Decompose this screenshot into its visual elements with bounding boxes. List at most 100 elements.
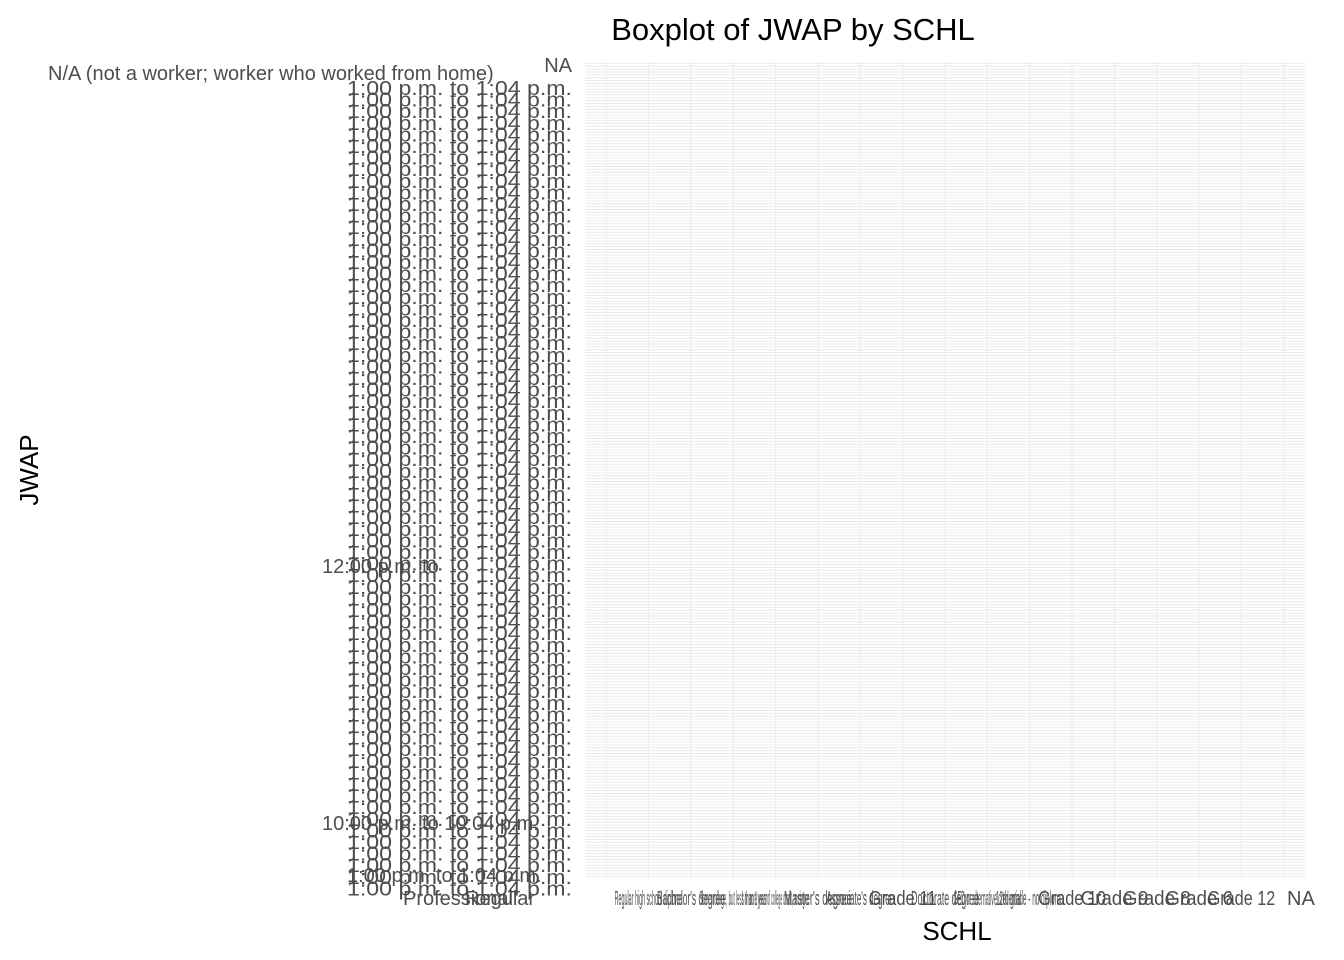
y-tick-label: 1:00 p.m. to 1:04 p.m. [347,739,572,761]
y-tick-label: NA [544,55,572,77]
y-tick-label: 1:00 p.m. to 1:04 p.m. [347,113,572,135]
y-tick-label: 1:00 p.m. to 1:04 p.m. [347,855,572,877]
y-tick-label: 1:00 p.m. to 1:04 p.m. [347,171,572,193]
y-tick-label: 1:00 p.m. to 1:04 p.m. [347,670,572,692]
x-tick-label: Bachelor's degree [657,888,725,910]
y-tick-labels: NA N/A (not a worker; worker who worked f… [48,55,573,900]
y-tick-label: 1:00 p.m. to 1:04 p.m. [347,101,572,123]
x-tick-label: Some college, but less than 1 year [699,888,767,910]
y-tick-label: 1:00 p.m. to 1:04 p.m. [347,751,572,773]
y-tick-label: 1:00 p.m. to 1:04 p.m. [347,774,572,796]
y-tick-label: 1:00 p.m. to 1:04 p.m. [347,252,572,274]
y-tick-label: 1:00 p.m. to 1:04 p.m. [347,646,572,668]
y-tick-label: 1:00 p.m. to 1:04 p.m. [347,484,572,506]
x-tick-label: GED or alternative credential [953,888,1021,910]
y-tick-label: 1:00 p.m. to 1:04 p.m. [347,704,572,726]
x-tick-label: Grade 6 [1165,888,1233,910]
x-tick-label: Grade 10 [1038,888,1106,910]
y-tick-label: 1:00 p.m. to 1:04 p.m. [347,472,572,494]
y-tick-label: 1:00 p.m. to 1:04 p.m. [347,298,572,320]
y-tick-label: 1:00 p.m. to 1:04 p.m. [347,600,572,622]
y-tick-label: 1:00 p.m. to 1:04 p.m. [347,438,572,460]
y-tick-label: 1:00 p.m. to 1:04 p.m. [347,867,572,889]
y-tick-label: 1:00 p.m. to 1:04 p.m. [347,809,572,831]
y-tick-label: 1:00 p.m. to 1:04 p.m. [347,391,572,413]
y-tick-label: 1:00 p.m. to 1:04 p.m. [347,403,572,425]
x-tick-label: 12th grade - no diploma [996,888,1064,910]
y-tick-label: 10:00 p.m. to 10:04 p.m. [322,813,539,835]
x-tick-label: Grade 8 [1123,888,1191,910]
x-tick-label: Professional [403,888,513,910]
y-tick-label: 1:00 p.m. to 1:04 p.m. [347,844,572,866]
y-tick-label: 1:00 p.m. to 1:04 p.m. [347,78,572,100]
y-tick-label: 1:00 p.m. to 1:04 p.m. [347,345,572,367]
y-tick-label: 1:00 p.m. to 1:04 p.m. [347,693,572,715]
y-tick-label: 1:00 p.m. to 1:04 p.m. [347,565,572,587]
x-tick-label: Regular high school diploma [615,888,683,910]
y-tick-label: 1:00 p.m. to 1:04 p.m. [347,310,572,332]
y-tick-label: 1:00 p.m. to 1:04 p.m. [347,229,572,251]
y-tick-label: 12:00 p.m. to [322,556,439,578]
y-tick-label: 1:00 p.m. to 1:04 p.m. [347,240,572,262]
y-tick-label: 1:00 p.m. to 1:04 p.m. [347,797,572,819]
y-tick-label: 1:00 p.m. to 1:04 p.m. [347,461,572,483]
y-tick-label: 1:00 p.m. to 1:04 p.m. [347,449,572,471]
y-tick-label: 1:00 p.m. to 1:04 p.m. [347,588,572,610]
y-tick-label: 1:00 p.m. to 1:04 p.m. [347,275,572,297]
y-tick-label: 1:00 p.m. to 1:04 p.m. [347,762,572,784]
y-tick-label: 1:00 p.m. to 1:04 p.m. [347,507,572,529]
y-tick-label: 1:00 p.m. to 1:04 p.m. [347,832,572,854]
y-tick-label: 1:00 p.m. to 1:04 p.m. [347,136,572,158]
y-tick-label: 1:00 p.m. to 1:04 p.m. [347,333,572,355]
y-tick-label: 1:00 p.m. to 1:04 p.m. [347,623,572,645]
x-tick-label: Regular [465,888,535,910]
y-tick-label: 1:00 p.m. to 1:04 p.m. [347,368,572,390]
y-tick-label: 1:00 p.m. to 1:04 p.m. [347,380,572,402]
x-tick-label: Grade 9 [1081,888,1149,910]
y-tick-label: 1:00 p.m. to 1:04 p.m. [347,426,572,448]
x-tick-label: NA [1287,888,1315,910]
y-axis-title: JWAP [14,434,44,505]
y-tick-label: 1:00 p.m. to 1:04 p.m. [347,658,572,680]
y-tick-label: 1:00 p.m. to 1:04 p.m. [347,264,572,286]
y-tick-label: 1:00 p.m. to 1:04 p.m. [347,716,572,738]
y-tick-label: 1:00 p.m. to 1:04 p.m. [347,612,572,634]
x-tick-label: Doctorate degree [911,888,979,910]
x-axis-title: SCHL [922,916,991,946]
y-tick-label: 1:00 p.m. to 1:04 p.m. [347,786,572,808]
x-tick-label: Master's degree [784,888,852,910]
y-tick-label: N/A (not a worker; worker who worked fro… [48,63,494,85]
y-tick-label: 1:00 p.m. to 1:04 p.m. [347,182,572,204]
y-tick-label: 1:00 p.m. to 1:04 p.m. [347,635,572,657]
chart-title: Boxplot of JWAP by SCHL [611,12,975,47]
y-tick-label: 1:00 p.m. to 1:04 p.m. [347,577,572,599]
y-tick-label: 1:00 p.m. to 1:04 p.m. [347,414,572,436]
y-tick-label: 1:00 p.m. to 1:04 p.m. [347,159,572,181]
y-tick-label: 1:00 p.m. to 1:04 p.m. [347,124,572,146]
y-tick-label: 1:00 p.m. to 1:04 p.m. [347,206,572,228]
y-tick-label: 1:00 p.m. to 1:04 p.m. [347,554,572,576]
y-tick-label: 1:00 p.m. to 1:04 p.m. [347,519,572,541]
y-tick-label: 1:00 p.m. to 1:04 p.m. [347,287,572,309]
x-tick-label: 1 or more years of college credit, no de… [742,888,810,910]
x-tick-label: Associate's degree [826,888,894,910]
y-tick-label: 1:00 p.m. to 1:04 p.m. [347,530,572,552]
y-tick-label: 1:00 p.m. to 1:04 p.m. [347,865,542,887]
y-tick-label: 1:00 p.m. to 1:04 p.m. [347,728,572,750]
y-tick-label: 1:00 p.m. to 1:04 p.m. [347,356,572,378]
y-tick-label: 1:00 p.m. to 1:04 p.m. [347,194,572,216]
x-tick-label: Grade 12 [1208,888,1276,910]
y-tick-label: 1:00 p.m. to 1:04 p.m. [347,878,572,900]
y-tick-label: 1:00 p.m. to 1:04 p.m. [347,681,572,703]
x-gridlines [605,62,1285,878]
y-tick-label: 1:00 p.m. to 1:04 p.m. [347,90,572,112]
y-tick-label: 1:00 p.m. to 1:04 p.m. [347,322,572,344]
y-tick-label: 1:00 p.m. to 1:04 p.m. [347,542,572,564]
y-tick-label: 1:00 p.m. to 1:04 p.m. [347,820,572,842]
x-tick-label: Grade 11 [869,888,937,910]
y-tick-label: 1:00 p.m. to 1:04 p.m. [347,217,572,239]
y-tick-label: 1:00 p.m. to 1:04 p.m. [347,496,572,518]
